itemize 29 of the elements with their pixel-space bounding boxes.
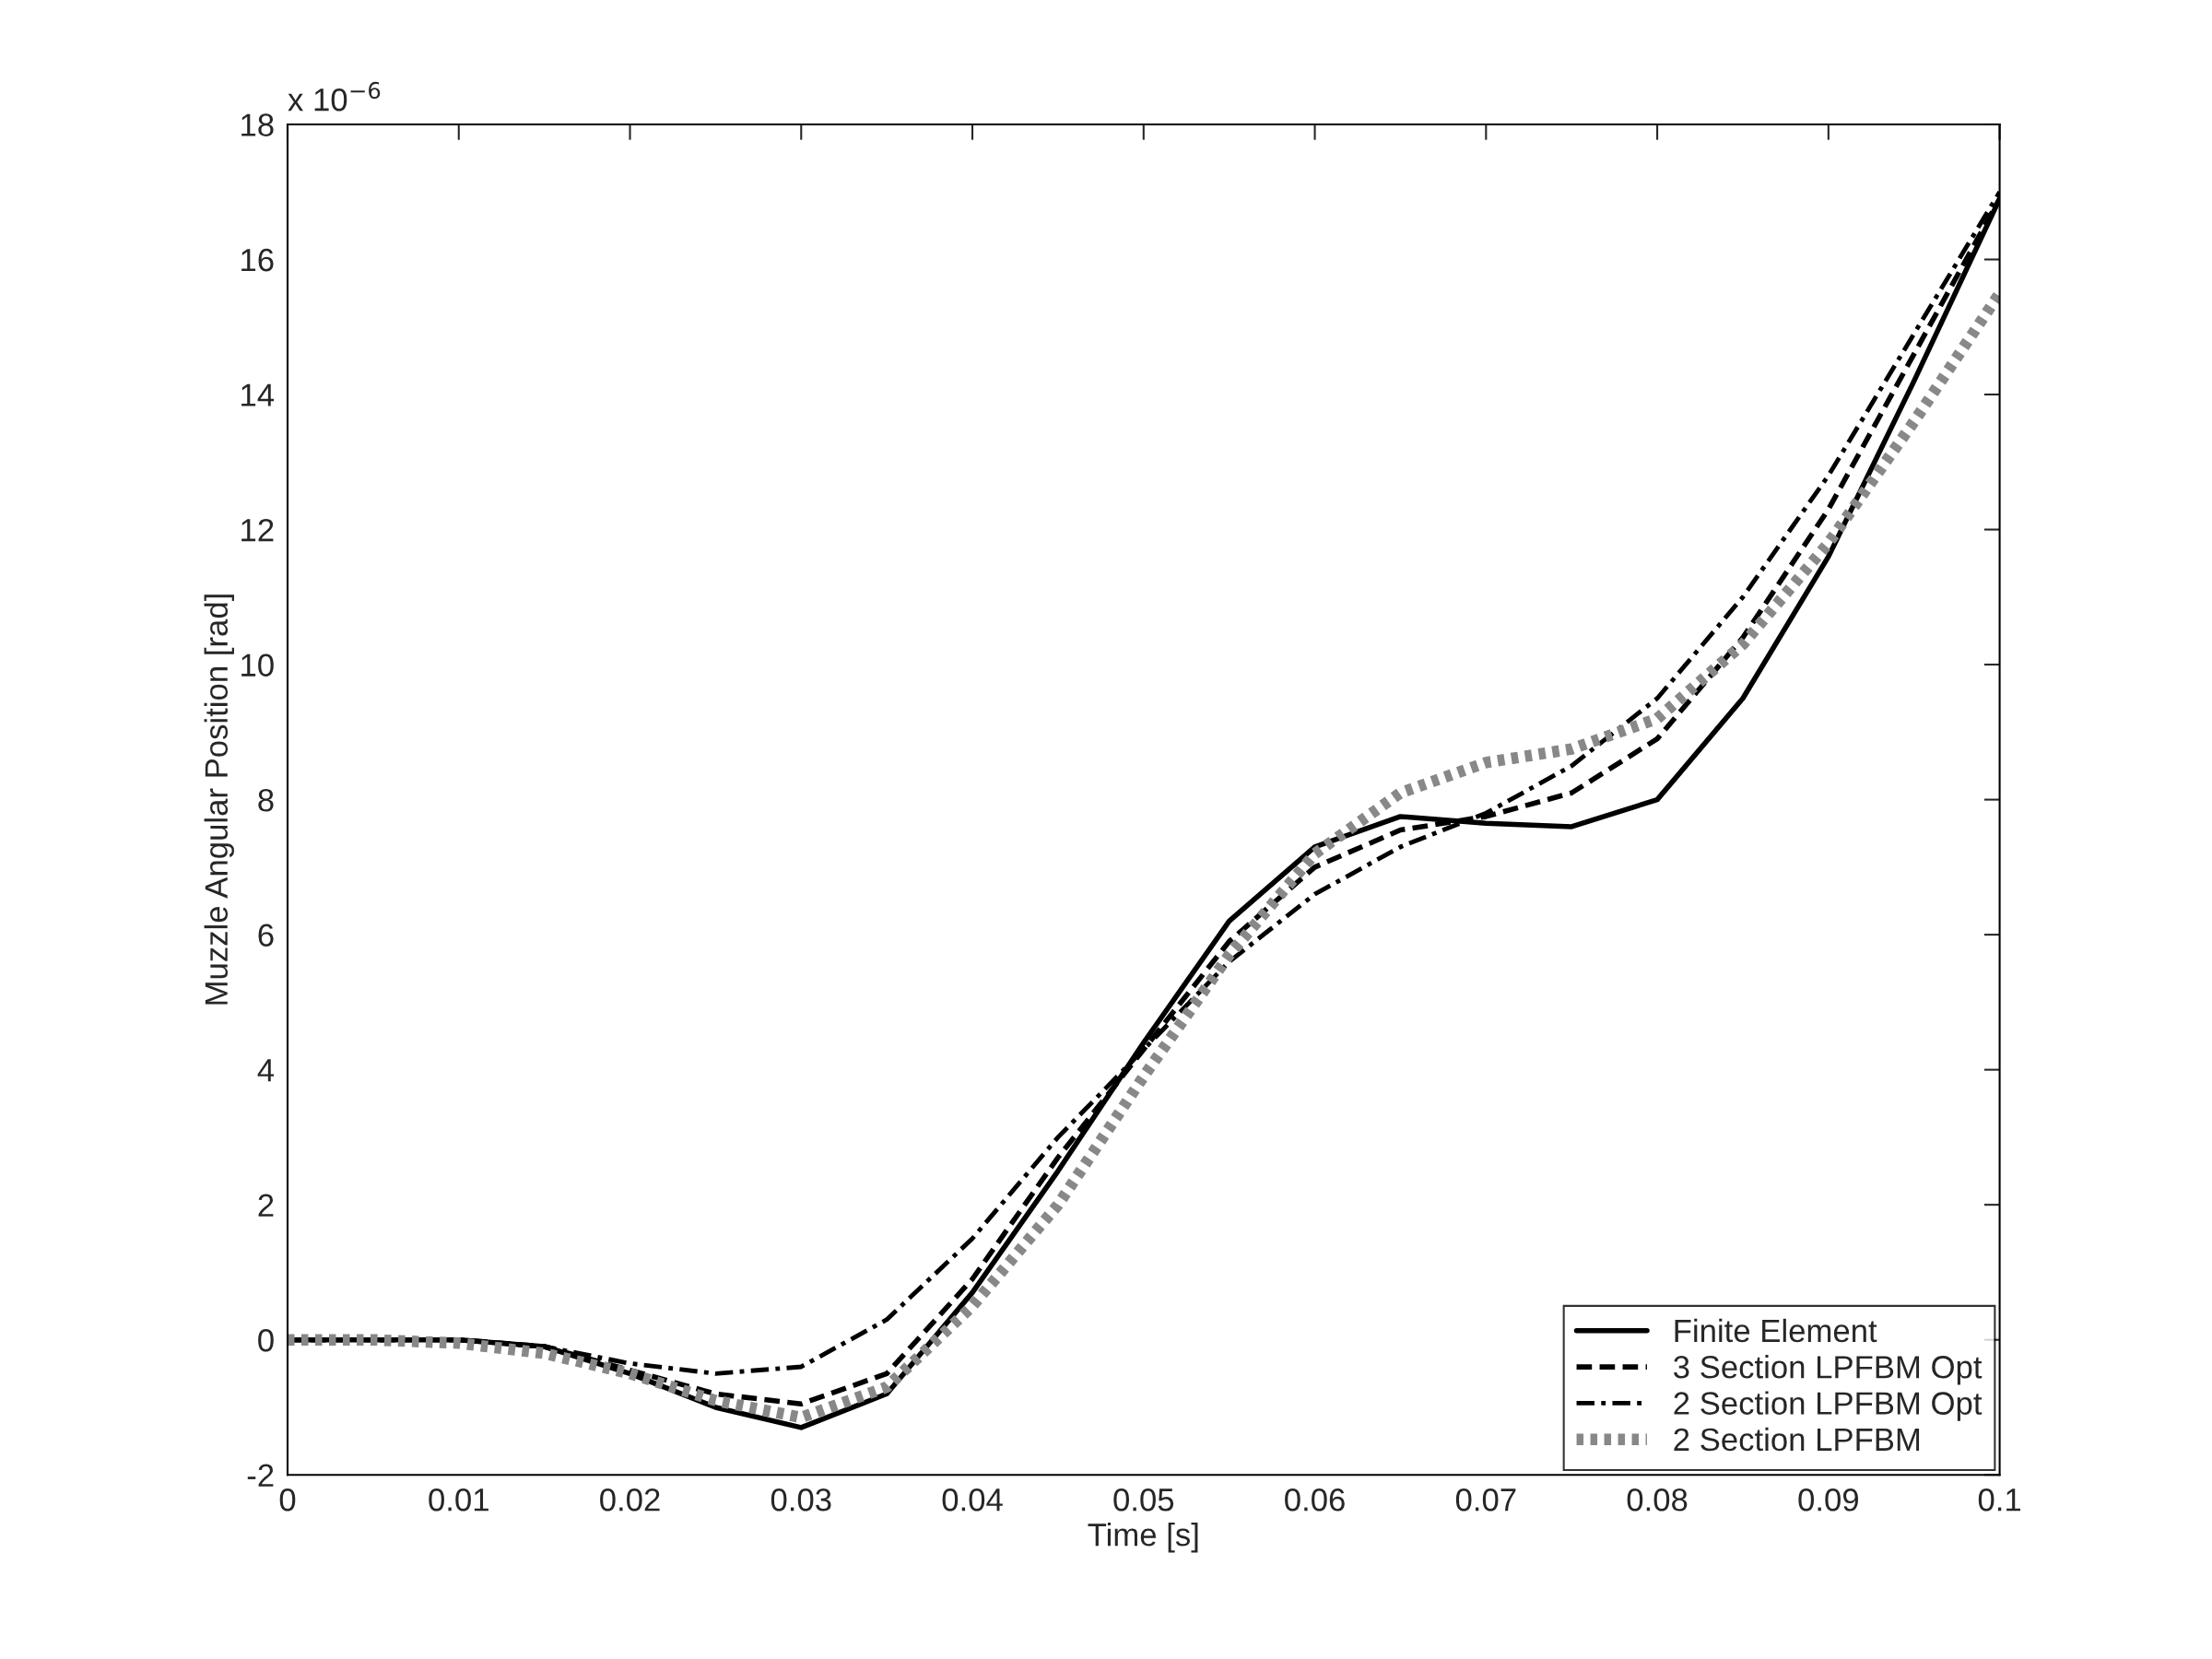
- y-tick-label: 14: [241, 383, 275, 406]
- x-axis-title: Time [s]: [1088, 1523, 1198, 1553]
- x-tick-label: 0.09: [1798, 1488, 1858, 1512]
- x-tick-label: 0: [279, 1488, 296, 1512]
- legend-label: 2 Section LPFBM: [1674, 1427, 1920, 1452]
- x-tick-label: 0.05: [1113, 1488, 1174, 1512]
- y-tick-label: 12: [241, 518, 274, 542]
- y-tick-label: 2: [258, 1194, 274, 1217]
- legend-label: Finite Element: [1675, 1318, 1877, 1343]
- x-tick-label: 0.04: [942, 1488, 1003, 1512]
- x-tick-label: 0.02: [600, 1488, 660, 1512]
- y-axis-title: Muzzle Angular Position [rad]: [204, 594, 234, 1005]
- legend-label: 2 Section LPFBM Opt: [1674, 1391, 1983, 1421]
- x-tick-label: 0.1: [1978, 1488, 2021, 1512]
- legend-label: 3 Section LPFBM Opt: [1674, 1355, 1983, 1385]
- y-tick-label: 4: [257, 1059, 275, 1082]
- y-tick-label: -2: [247, 1464, 274, 1487]
- x-tick-label: 0.01: [429, 1488, 488, 1512]
- y-tick-label: 8: [258, 788, 274, 812]
- x-tick-label: 0.07: [1455, 1488, 1516, 1512]
- text: x 10$^{−6}$: [288, 81, 381, 112]
- y-tick-label: 10: [241, 653, 274, 677]
- x-tick-label: 0.08: [1627, 1488, 1688, 1512]
- y-tick-label: 0: [258, 1329, 274, 1352]
- y-tick-label: 18: [241, 113, 274, 136]
- y-tick-label: 16: [241, 248, 274, 272]
- y-tick-label: 6: [258, 924, 274, 947]
- x-tick-label: 0.06: [1285, 1488, 1345, 1512]
- x-tick-label: 0.03: [771, 1488, 831, 1512]
